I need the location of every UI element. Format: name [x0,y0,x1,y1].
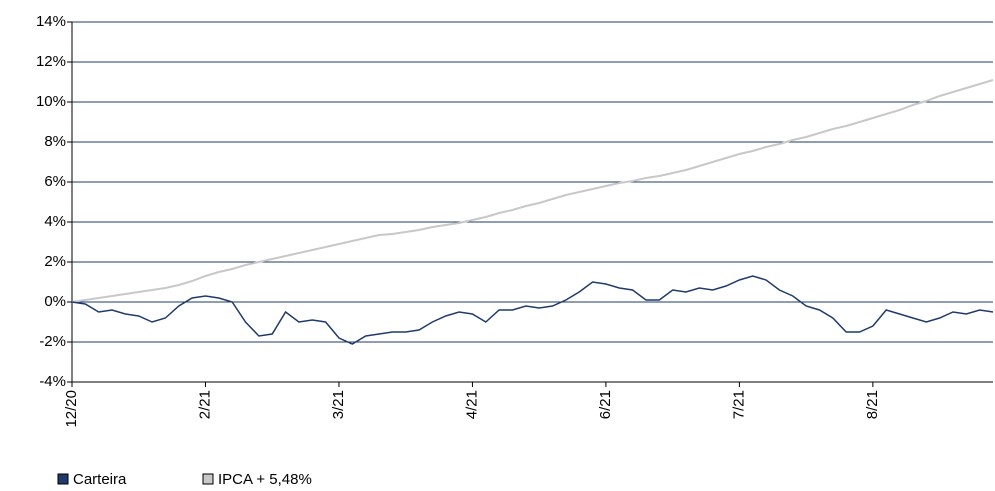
y-tick-label: 0% [44,293,66,310]
series-line [71,275,994,345]
y-tick-label: 12% [36,53,66,70]
x-tick-label: 7/21 [730,390,747,419]
y-tick-label: 4% [44,213,66,230]
y-tick-label: -4% [39,373,66,390]
legend-swatch [202,473,214,485]
y-tick-label: 8% [44,133,66,150]
x-tick-label: 4/21 [463,390,480,419]
y-tick-label: 2% [44,253,66,270]
y-tick-label: -2% [39,333,66,350]
y-tick-label: 14% [36,13,66,30]
legend-label: IPCA + 5,48% [218,471,312,488]
x-tick-label: 8/21 [864,390,881,419]
legend-swatch [57,473,69,485]
x-tick-label: 6/21 [597,390,614,419]
x-tick-label: 12/20 [63,390,80,428]
y-tick-label: 10% [36,93,66,110]
series-line [71,79,994,303]
x-tick-label: 2/21 [196,390,213,419]
x-tick-label: 3/21 [330,390,347,419]
y-tick-label: 6% [44,173,66,190]
legend-label: Carteira [73,471,127,488]
